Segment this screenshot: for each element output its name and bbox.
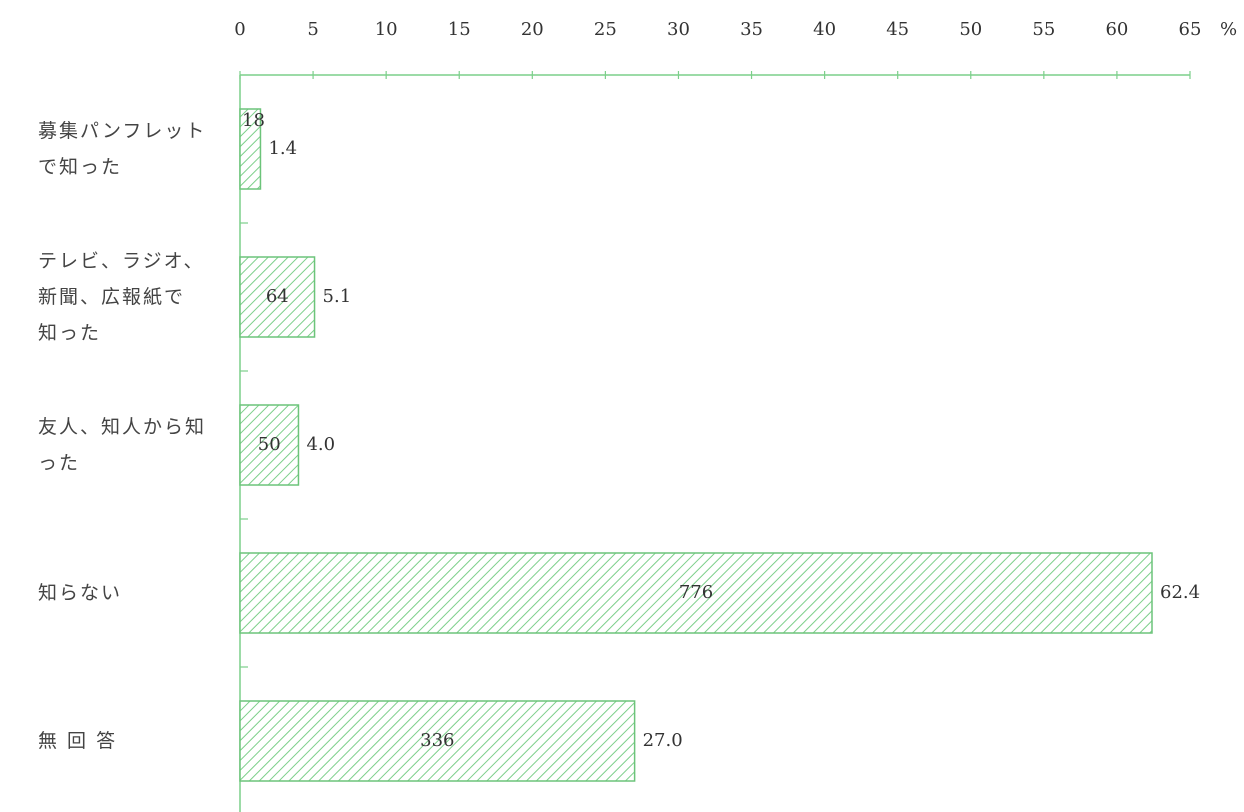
count-label: 64: [266, 286, 289, 307]
count-label: 50: [258, 434, 281, 455]
category-label-line: った: [38, 452, 80, 474]
value-label: 1.4: [268, 138, 297, 159]
value-label: 5.1: [323, 286, 352, 307]
category-label-line: 募集パンフレット: [38, 120, 206, 142]
category-label-line: 知った: [38, 322, 101, 344]
value-label: 27.0: [643, 730, 683, 751]
x-tick-label: 25: [594, 19, 617, 40]
x-tick-label: 5: [307, 19, 318, 40]
category-label-line: テレビ、ラジオ、: [38, 250, 204, 272]
bar: [239, 108, 262, 190]
category-label-line: 新聞、広報紙で: [38, 286, 185, 308]
bar: [239, 700, 636, 782]
category-label-line: 無 回 答: [38, 730, 117, 752]
x-tick-label: 0: [234, 19, 245, 40]
bar: [239, 256, 316, 338]
category-label-line: で知った: [38, 156, 122, 178]
x-tick-label: 35: [740, 19, 763, 40]
x-tick-label: 40: [813, 19, 836, 40]
value-label: 4.0: [306, 434, 335, 455]
category-label: 知らない: [38, 582, 122, 604]
category-label: 無 回 答: [38, 730, 117, 752]
value-label: 62.4: [1160, 582, 1200, 603]
x-tick-label: 15: [448, 19, 471, 40]
category-label: 募集パンフレットで知った: [38, 120, 206, 178]
category-label-line: 友人、知人から知: [38, 416, 206, 438]
count-label: 776: [679, 582, 713, 603]
x-tick-label: 60: [1105, 19, 1128, 40]
bar: [239, 404, 300, 486]
category-label: テレビ、ラジオ、新聞、広報紙で知った: [38, 250, 204, 344]
x-tick-label: 65: [1179, 19, 1202, 40]
x-unit: %: [1220, 19, 1237, 40]
x-tick-label: 45: [886, 19, 909, 40]
count-label: 18: [242, 110, 265, 131]
x-tick-label: 20: [521, 19, 544, 40]
x-tick-label: 50: [959, 19, 982, 40]
category-label-line: 知らない: [38, 582, 122, 604]
count-label: 336: [420, 730, 454, 751]
x-tick-label: 10: [375, 19, 398, 40]
category-label: 友人、知人から知った: [38, 416, 206, 474]
x-tick-label: 55: [1032, 19, 1055, 40]
bar: [239, 552, 1153, 634]
x-tick-label: 30: [667, 19, 690, 40]
